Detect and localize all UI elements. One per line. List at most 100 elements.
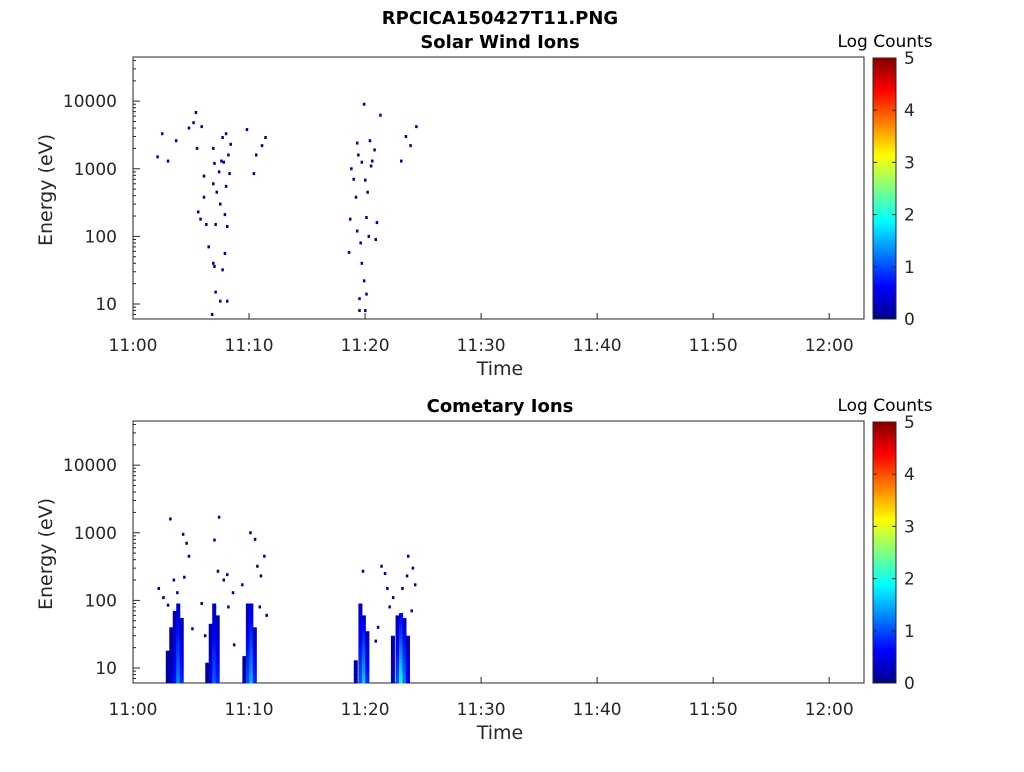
count-pixel (215, 190, 219, 194)
count-pixel (199, 217, 202, 221)
spectrogram-bin (176, 651, 181, 656)
spectrogram-bin (215, 647, 220, 652)
y-tick-label: 10 (95, 659, 117, 679)
spectrogram-bin (208, 659, 213, 664)
count-pixel (222, 578, 226, 582)
spectrogram-bin (405, 667, 410, 672)
spectrogram-bin (399, 658, 404, 663)
count-pixel (213, 538, 216, 542)
count-pixel (210, 312, 214, 316)
spectrogram-bin (395, 659, 400, 664)
count-pixel (225, 299, 229, 303)
spectrogram-bin (361, 679, 366, 684)
spectrogram-bin (169, 679, 174, 684)
spectrogram-bin (358, 635, 363, 640)
spectrogram-bin (405, 675, 410, 680)
count-pixel (364, 309, 367, 313)
count-pixel (202, 174, 206, 178)
spectrogram-bin (176, 643, 181, 648)
spectrogram-bin (402, 650, 407, 656)
spectrogram-bin (169, 639, 174, 644)
colorbar-tick-label: 2 (904, 206, 915, 226)
spectrogram-bin (252, 675, 257, 680)
spectrogram-bin (172, 674, 177, 680)
x-tick-label: 11:10 (225, 336, 274, 356)
spectrogram-bin (245, 611, 250, 616)
count-pixel (156, 155, 159, 159)
spectrogram-bin (215, 679, 220, 684)
count-pixel (362, 279, 366, 283)
spectrogram-bin (361, 647, 366, 652)
spectrogram-bin (169, 635, 174, 640)
spectrogram-bin (242, 675, 247, 680)
count-pixel (174, 139, 178, 143)
spectrogram-bin (165, 678, 170, 684)
spectrogram-bin (249, 623, 254, 628)
cometary-panel: Cometary Ions 11:00 11:10 11:20 11:30 11:40 1… (35, 396, 933, 744)
spectrogram-bin (249, 611, 254, 616)
spectrogram-bin (390, 679, 395, 684)
spectrogram-bin (358, 675, 363, 680)
spectrogram-bin (252, 659, 257, 664)
spectrogram-bin (172, 638, 177, 644)
x-tick-label: 11:50 (689, 336, 738, 356)
count-pixel (212, 146, 215, 150)
spectrogram-bin (402, 678, 407, 684)
y-tick-label: 1000 (74, 160, 117, 180)
colorbar-tick-label: 5 (904, 413, 915, 433)
spectrogram-bin (249, 607, 254, 612)
count-pixel (348, 217, 352, 221)
figure-title: RPCICA150427T11.PNG (382, 8, 618, 29)
spectrogram-bin (249, 635, 254, 640)
spectrogram-bin (179, 674, 184, 680)
spectrogram-bin (252, 631, 257, 636)
x-tick-label: 11:40 (573, 336, 622, 356)
spectrogram-bin (169, 663, 174, 668)
spectrogram-bin (405, 671, 410, 676)
count-pixel (374, 639, 378, 643)
count-pixel (252, 172, 256, 176)
spectrogram-bin (405, 663, 410, 668)
spectrogram-bin (249, 639, 254, 644)
spectrogram-bin (212, 643, 217, 648)
spectrogram-bin (358, 679, 363, 684)
spectrogram-bin (245, 635, 250, 640)
spectrogram-bin (405, 639, 410, 645)
spectrogram-bin (212, 639, 217, 644)
count-pixel (264, 136, 267, 140)
spectrogram-bin (390, 675, 395, 680)
spectrogram-bin (358, 643, 363, 648)
spectrogram-bin (205, 666, 210, 672)
spectrogram-bin (245, 667, 250, 672)
spectrogram-bin (212, 663, 217, 668)
spectrogram-bin (402, 674, 407, 680)
count-pixel (365, 292, 368, 296)
spectrogram-bin (215, 655, 220, 660)
spectrogram-bin (353, 660, 358, 665)
spectrogram-bin (169, 647, 174, 652)
spectrogram-bin (172, 618, 177, 624)
spectrogram-bin (179, 662, 184, 668)
count-pixel (213, 161, 216, 165)
spectrogram-bin (179, 642, 184, 647)
spectrogram-bin (245, 655, 250, 660)
spectrogram-bin (405, 647, 410, 652)
spectrogram-bin (169, 667, 174, 672)
spectrogram-bin (208, 623, 213, 629)
spectrogram-bin (395, 635, 400, 640)
count-pixel (360, 261, 364, 265)
spectrogram-bin (242, 663, 247, 669)
count-pixel (225, 225, 229, 229)
count-pixel (256, 564, 259, 568)
spectrogram-bin (399, 650, 404, 655)
spectrogram-bin (208, 679, 213, 684)
solar-wind-panel: Solar Wind Ions 11:00 11:10 11:20 11:30 11:4… (35, 32, 933, 380)
spectrogram-bin (358, 611, 363, 616)
count-pixel (220, 159, 223, 163)
count-pixel (411, 566, 415, 570)
spectrogram-bin (390, 655, 395, 660)
x-tick-label: 11:40 (573, 700, 622, 720)
spectrogram-bin (176, 679, 181, 684)
spectrogram-bin (390, 659, 395, 664)
spectrogram-bin (176, 607, 181, 612)
